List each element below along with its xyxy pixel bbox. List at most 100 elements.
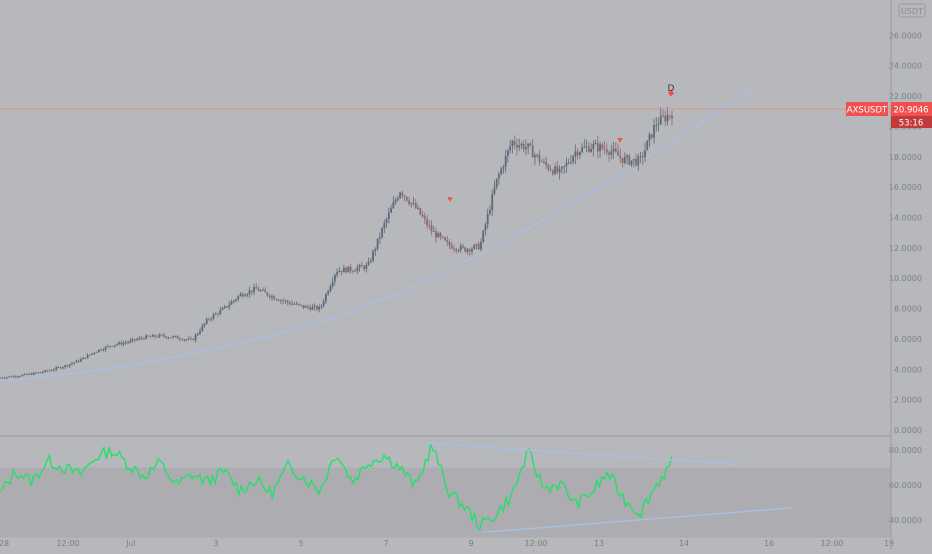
candle[interactable] — [0, 376, 1, 379]
candle[interactable] — [630, 160, 633, 168]
candle[interactable] — [632, 158, 635, 168]
candle[interactable] — [298, 303, 300, 307]
candle[interactable] — [331, 277, 334, 289]
candle[interactable] — [309, 304, 312, 312]
candle[interactable] — [610, 145, 613, 160]
candle[interactable] — [223, 305, 226, 309]
candle[interactable] — [502, 164, 505, 174]
candle[interactable] — [201, 323, 204, 332]
candle[interactable] — [664, 110, 667, 127]
candle[interactable] — [149, 335, 152, 338]
candle[interactable] — [320, 304, 323, 310]
candle[interactable] — [289, 300, 291, 306]
candle[interactable] — [551, 168, 554, 176]
candle[interactable] — [655, 117, 658, 132]
candle[interactable] — [540, 159, 543, 163]
candle[interactable] — [437, 231, 440, 238]
candle[interactable] — [266, 291, 269, 297]
candle[interactable] — [347, 266, 350, 273]
candle[interactable] — [8, 376, 10, 378]
candle[interactable] — [511, 139, 514, 154]
candle[interactable] — [464, 246, 467, 253]
candle[interactable] — [73, 362, 76, 365]
candle[interactable] — [172, 335, 174, 339]
candle[interactable] — [95, 351, 98, 353]
candle[interactable] — [280, 299, 282, 304]
candle[interactable] — [426, 214, 428, 229]
candle[interactable] — [140, 335, 143, 341]
candle[interactable] — [124, 340, 127, 346]
candle[interactable] — [430, 220, 433, 236]
candle[interactable] — [178, 336, 181, 342]
candle[interactable] — [590, 143, 592, 153]
candle[interactable] — [329, 283, 332, 293]
support-trendline[interactable] — [482, 507, 793, 533]
candle[interactable] — [138, 335, 141, 341]
candle[interactable] — [358, 263, 361, 272]
candle[interactable] — [394, 197, 397, 205]
candle[interactable] — [599, 141, 601, 158]
candle[interactable] — [619, 148, 622, 163]
candle[interactable] — [82, 357, 85, 360]
candle[interactable] — [641, 151, 644, 166]
candle[interactable] — [367, 257, 370, 266]
candle[interactable] — [158, 332, 161, 339]
candle[interactable] — [273, 294, 276, 300]
candle[interactable] — [190, 336, 192, 340]
candle[interactable] — [554, 163, 557, 176]
candle[interactable] — [421, 210, 424, 218]
candle[interactable] — [605, 143, 608, 156]
candle[interactable] — [365, 262, 368, 273]
candle[interactable] — [268, 294, 271, 300]
candle[interactable] — [513, 135, 516, 150]
candle[interactable] — [567, 158, 570, 165]
candle[interactable] — [163, 332, 165, 339]
candle[interactable] — [662, 108, 664, 118]
candle[interactable] — [277, 298, 280, 302]
candle[interactable] — [97, 349, 100, 353]
candle[interactable] — [374, 247, 377, 257]
candle[interactable] — [39, 372, 42, 374]
candle[interactable] — [558, 165, 561, 180]
candle[interactable] — [102, 347, 105, 352]
candle[interactable] — [659, 107, 662, 126]
candle[interactable] — [142, 337, 145, 341]
candle[interactable] — [509, 139, 512, 154]
candle[interactable] — [271, 294, 273, 302]
candle[interactable] — [399, 191, 401, 199]
candle[interactable] — [226, 306, 228, 309]
candle[interactable] — [538, 149, 541, 166]
candle[interactable] — [459, 242, 462, 254]
candle[interactable] — [520, 141, 523, 149]
candle[interactable] — [235, 298, 237, 303]
candle[interactable] — [646, 140, 649, 151]
candle[interactable] — [282, 298, 285, 305]
candle[interactable] — [390, 204, 392, 213]
candle[interactable] — [26, 373, 28, 375]
candle[interactable] — [529, 142, 532, 147]
candle[interactable] — [468, 248, 471, 257]
candle[interactable] — [192, 338, 195, 341]
candle[interactable] — [637, 153, 640, 171]
candle[interactable] — [666, 107, 669, 126]
candle[interactable] — [64, 364, 67, 369]
candle[interactable] — [50, 369, 53, 372]
candle[interactable] — [482, 229, 485, 244]
candle[interactable] — [221, 306, 224, 311]
candle[interactable] — [455, 247, 458, 254]
candle[interactable] — [471, 246, 473, 256]
candle[interactable] — [381, 226, 383, 240]
candle[interactable] — [585, 139, 588, 152]
candle[interactable] — [623, 152, 626, 165]
candle[interactable] — [293, 302, 296, 306]
candle[interactable] — [75, 360, 78, 363]
candle[interactable] — [286, 299, 289, 306]
candle[interactable] — [547, 163, 550, 173]
candle[interactable] — [614, 142, 617, 154]
candle[interactable] — [480, 238, 482, 252]
candle[interactable] — [160, 334, 163, 336]
candle[interactable] — [504, 149, 507, 173]
candle[interactable] — [30, 372, 33, 376]
candle[interactable] — [549, 164, 552, 172]
